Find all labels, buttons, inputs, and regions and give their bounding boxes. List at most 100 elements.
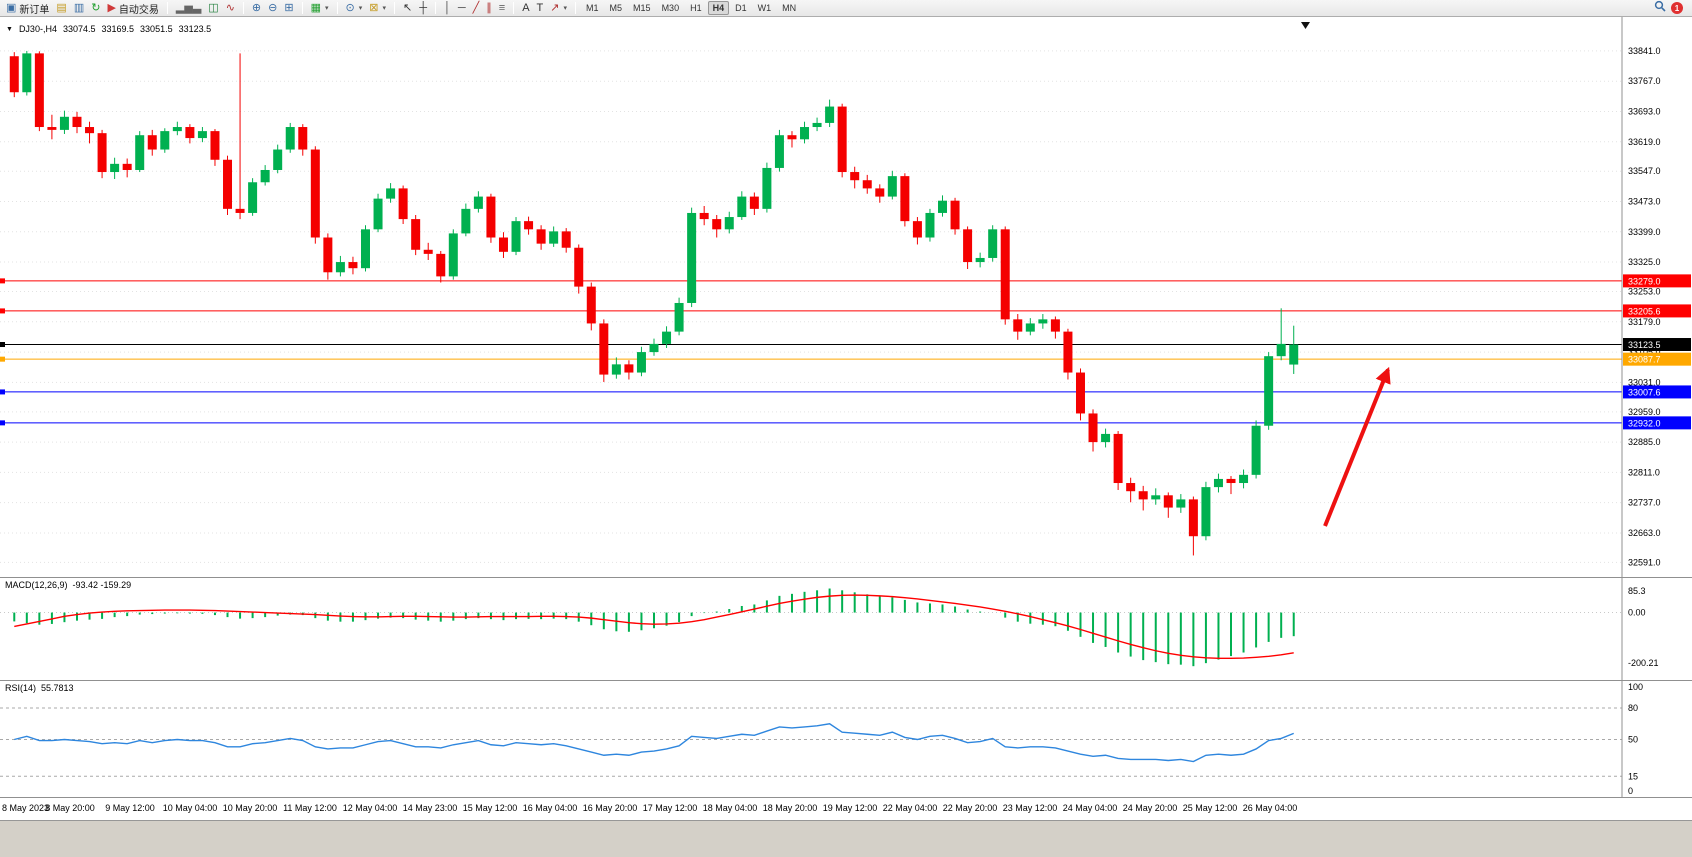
status-bar: [0, 820, 1692, 857]
timeframe-m30-button[interactable]: M30: [661, 3, 680, 13]
vline-icon: │: [443, 1, 451, 14]
hline-left-marker[interactable]: [0, 420, 5, 426]
candle-body: [197, 131, 207, 139]
candle-body: [574, 247, 584, 287]
price-badge-label: 33279.0: [1628, 276, 1661, 286]
crosshair-button[interactable]: ┼: [416, 1, 430, 16]
candle-body: [787, 135, 797, 140]
zoom-out-button[interactable]: ⊖: [265, 1, 280, 16]
candle-body: [1013, 319, 1023, 332]
notification-badge[interactable]: 1: [1671, 2, 1683, 14]
hline-left-marker[interactable]: [0, 342, 5, 348]
timeframe-mn-button[interactable]: MN: [782, 3, 797, 13]
price-tick-label: 32811.0: [1628, 467, 1660, 477]
line-chart-button[interactable]: ∿: [223, 1, 238, 16]
arrows-button[interactable]: ↗ ▾: [547, 1, 570, 16]
macd-tick-label: 0.00: [1628, 608, 1646, 618]
hline-left-marker[interactable]: [0, 278, 5, 284]
chart-window-button[interactable]: ▤: [53, 1, 69, 16]
new-order-button[interactable]: ▣ 新订单: [3, 1, 52, 16]
rsi-tick-label: 0: [1628, 786, 1633, 796]
candle-body: [97, 133, 107, 173]
candle-body: [1038, 319, 1048, 324]
candle-body: [298, 127, 308, 150]
text-button[interactable]: A: [519, 1, 532, 16]
ohlc-low: 33051.5: [140, 24, 173, 34]
timeframe-h1-button[interactable]: H1: [690, 3, 702, 13]
chart-scroll-marker[interactable]: [1301, 22, 1310, 29]
price-tick-label: 33841.0: [1628, 46, 1661, 56]
channel-button[interactable]: ∥: [483, 1, 495, 16]
candle-body: [812, 122, 822, 128]
periods-button[interactable]: ⊙ ▾: [343, 1, 366, 16]
timeframe-w1-button[interactable]: W1: [757, 3, 772, 13]
candle-body: [235, 208, 245, 213]
horizontal-line-button[interactable]: ─: [455, 1, 469, 16]
candle-body: [599, 323, 609, 375]
cursor-icon: ↖: [402, 1, 413, 14]
candle-body: [411, 219, 421, 250]
new-order-icon: ▣: [6, 1, 17, 14]
timeframe-m15-button[interactable]: M15: [633, 3, 651, 13]
toolbar: ▣ 新订单 ▤ ▥ ↻ ▶ 自动交易 ▂▅▃ ◫ ∿ ⊕ ⊖ ⊞ ▦ ▾ ⊙ ▾ ⊠ ▾ ↖ ┼ │ ─ ╱ ∥ ≡ A T ↗ ▾ M1 M…: [0, 0, 1692, 17]
timeframe-d1-button[interactable]: D1: [735, 3, 747, 13]
market-depth-button[interactable]: ▥: [71, 1, 87, 16]
candle-body: [1088, 413, 1098, 443]
candle-body: [486, 196, 496, 238]
candle-body: [9, 56, 19, 93]
timeframe-m1-button[interactable]: M1: [586, 3, 599, 13]
autotrading-icon: ▶: [107, 1, 116, 14]
candle-body: [649, 343, 659, 353]
bars-chart-button[interactable]: ▂▅▃: [173, 1, 204, 16]
fibonacci-button[interactable]: ≡: [496, 1, 508, 16]
toolbar-separator: [575, 2, 577, 14]
timeframe-m5-button[interactable]: M5: [609, 3, 623, 13]
trend-arrow-annotation[interactable]: [1323, 366, 1391, 527]
arrow-shapes-icon: ↗: [550, 1, 560, 14]
hline-left-marker[interactable]: [0, 308, 5, 314]
candle-body: [335, 262, 345, 273]
candle-body: [749, 196, 759, 209]
candle-body: [1239, 474, 1249, 484]
candle-body: [498, 237, 508, 252]
main-chart-canvas[interactable]: 33841.0 33767.0 33693.0 33619.0 33547.0 33473…: [0, 17, 1692, 577]
time-label: 8 May 20:00: [45, 803, 95, 813]
zoom-in-button[interactable]: ⊕: [249, 1, 264, 16]
new-chart-button[interactable]: ▦ ▾: [308, 1, 332, 16]
candle-body: [1188, 499, 1198, 537]
candle-body: [536, 229, 546, 244]
price-badge-label: 33123.5: [1628, 340, 1661, 350]
candlestick-chart-button[interactable]: ◫: [205, 1, 221, 16]
refresh-button[interactable]: ↻: [88, 1, 103, 16]
hline-left-marker[interactable]: [0, 356, 5, 362]
cursor-button[interactable]: ↖: [400, 1, 415, 16]
time-label: 9 May 12:00: [105, 803, 155, 813]
vertical-line-button[interactable]: │: [441, 1, 454, 16]
text-label-button[interactable]: T: [534, 1, 547, 16]
templates-button[interactable]: ⊠ ▾: [366, 1, 389, 16]
rsi-tick-label: 100: [1628, 682, 1643, 692]
time-label: 25 May 12:00: [1182, 803, 1238, 813]
candle-body: [1176, 499, 1186, 508]
symbol-dropdown-icon[interactable]: ▼: [6, 25, 13, 33]
hline-left-marker[interactable]: [0, 389, 5, 395]
rsi-canvas[interactable]: 100 80 50 15 0: [0, 681, 1692, 797]
macd-values: -93.42 -159.29: [72, 580, 132, 590]
macd-canvas[interactable]: 85.3 0.00 -200.21: [0, 578, 1692, 680]
tile-windows-button[interactable]: ⊞: [281, 1, 296, 16]
timeframe-h4-button[interactable]: H4: [707, 1, 730, 15]
price-badge: [1623, 274, 1691, 288]
candle-body: [1251, 425, 1261, 475]
trendline-button[interactable]: ╱: [470, 1, 483, 16]
autotrading-button[interactable]: ▶ 自动交易: [104, 1, 161, 16]
candle-body: [72, 116, 82, 128]
price-badge-label: 33205.6: [1628, 306, 1661, 316]
search-icon[interactable]: [1654, 0, 1666, 17]
toolbar-separator: [166, 2, 168, 14]
rsi-tick-label: 50: [1628, 735, 1638, 745]
time-label: 8 May 2023: [2, 803, 50, 813]
time-axis[interactable]: 8 May 2023 8 May 20:00 9 May 12:00 10 May 0…: [0, 797, 1692, 820]
bars-icon: ▂▅▃: [175, 1, 202, 14]
candle-body: [323, 237, 333, 273]
candle-body: [699, 212, 709, 220]
